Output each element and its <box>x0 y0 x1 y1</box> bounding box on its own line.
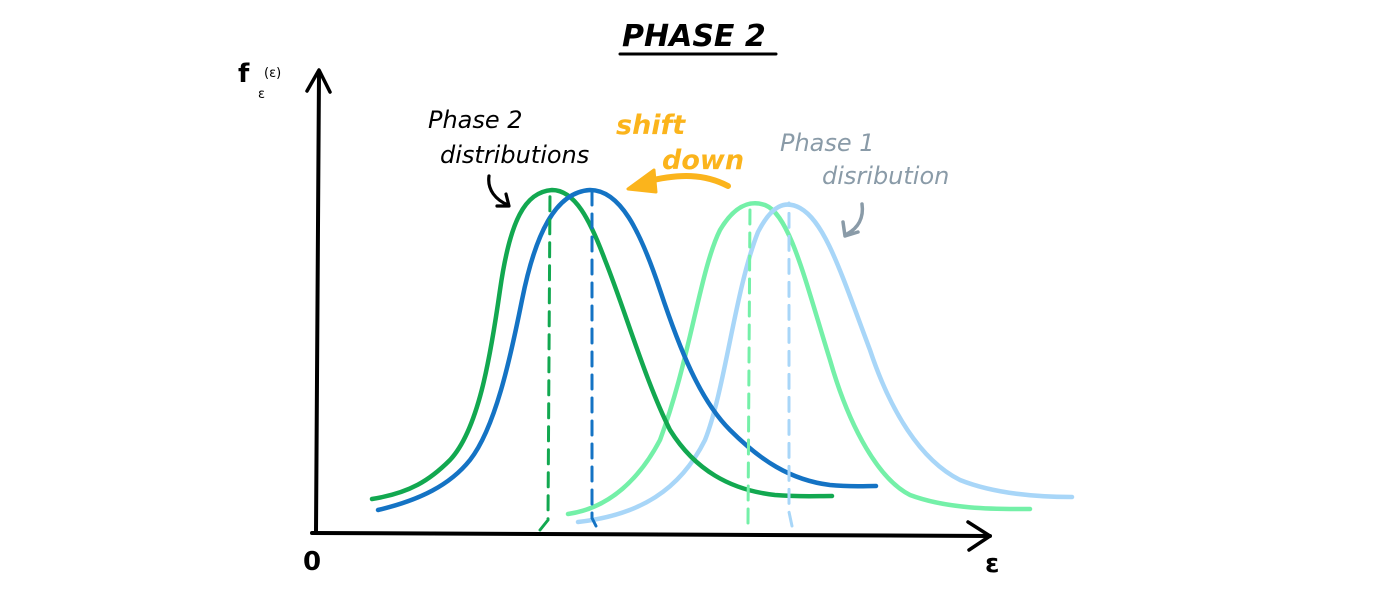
y-axis-label: f <box>238 59 250 89</box>
shift-label-line2: down <box>662 145 744 176</box>
phase2-distribution-blue <box>375 187 879 513</box>
phase2-blue-mean-line <box>590 191 598 528</box>
phase1-label-line2: disribution <box>822 162 949 190</box>
y-axis <box>314 70 321 534</box>
phase2-distribution-green <box>369 187 835 502</box>
x-axis <box>310 531 992 538</box>
phase1-distribution-blue <box>575 202 1075 525</box>
phase2-label-line1: Phase 2 <box>428 106 523 134</box>
origin-label: 0 <box>303 547 321 577</box>
axes <box>305 68 992 552</box>
shift-label-line1: shift <box>616 110 686 141</box>
phase1-green-mean-line <box>746 202 752 525</box>
curved-arrow-icon <box>487 174 511 208</box>
y-axis-arrowhead <box>305 68 332 94</box>
diagram-title: PHASE 2 <box>622 19 766 54</box>
phase1-label-line1: Phase 1 <box>780 129 875 157</box>
x-axis-label: ε <box>985 549 999 579</box>
phase1-distribution-green <box>565 201 1033 517</box>
phase2-label-line2: distributions <box>440 141 589 169</box>
phase2-green-mean-line <box>538 190 552 532</box>
mean-markers <box>538 190 794 532</box>
y-axis-label-argument: (ε) <box>264 66 281 81</box>
shift-arrow-icon <box>626 168 731 194</box>
y-axis-label-subscript: ε <box>258 87 265 102</box>
curved-arrow-icon <box>841 202 865 238</box>
phase1-blue-mean-line <box>787 201 794 528</box>
x-axis-arrowhead <box>966 520 992 552</box>
